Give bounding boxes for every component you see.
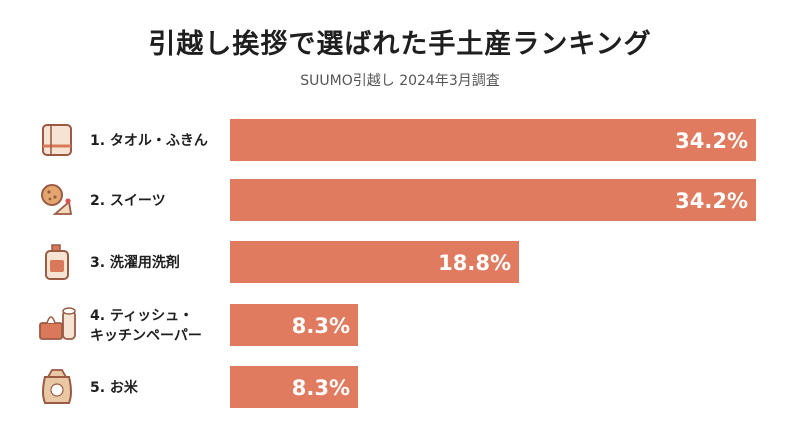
value-label: 34.2%	[675, 189, 748, 213]
bar	[230, 179, 756, 221]
category-label: 2. スイーツ	[90, 193, 166, 209]
value-label: 34.2%	[675, 129, 748, 153]
sweets-icon	[41, 184, 73, 215]
towel-icon	[42, 124, 72, 156]
category-label: 5. お米	[90, 379, 139, 396]
bar	[230, 304, 358, 346]
category-label: 3. 洗濯用洗剤	[90, 254, 180, 271]
value-label: 18.8%	[438, 251, 511, 275]
category-label: 1. タオル・ふきん	[90, 133, 208, 149]
bar	[230, 119, 756, 161]
value-label: 8.3%	[292, 314, 350, 338]
tissue-icon	[39, 307, 76, 340]
category-label: 4. ティッシュ・キッチンペーパー	[90, 308, 202, 344]
rice-bag-icon	[42, 369, 72, 404]
chart-title: 引越し挨拶で選ばれた手土産ランキング	[148, 29, 652, 60]
bar	[230, 366, 358, 408]
chart-subtitle: SUUMO引越し 2024年3月調査	[300, 73, 500, 89]
detergent-icon	[45, 244, 69, 280]
value-label: 8.3%	[292, 376, 350, 400]
bar	[230, 241, 519, 283]
